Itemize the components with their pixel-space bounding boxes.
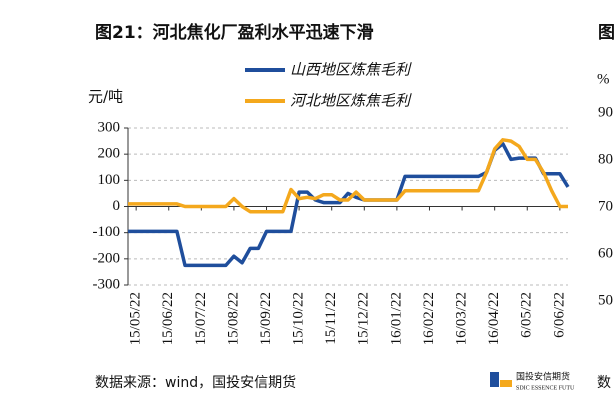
- logo-text: SDIC ESSENCE FUTU: [516, 385, 575, 391]
- x-tick-label: 6/06/22: [551, 292, 567, 338]
- x-tick-label: 15/11/22: [323, 292, 339, 345]
- series-line: [128, 141, 570, 268]
- cut-text: 数: [597, 375, 611, 391]
- legend-label: 河北地区炼焦毛利: [290, 92, 412, 110]
- y-tick-label: 0: [113, 198, 121, 214]
- y-tick-label: 200: [98, 146, 121, 162]
- x-tick-label: 16/04/22: [486, 292, 502, 345]
- y-tick-label: 70: [598, 198, 613, 214]
- y-tick-label: -300: [93, 276, 121, 292]
- y-tick-label: 50: [598, 292, 613, 308]
- y-tick-label: 90: [598, 104, 613, 120]
- x-tick-label: 15/06/22: [160, 292, 176, 345]
- x-tick-label: 16/01/22: [388, 292, 404, 345]
- y-tick-label: -100: [93, 224, 121, 240]
- x-tick-label: 6/05/22: [519, 292, 535, 338]
- y-tick-label: 100: [98, 172, 121, 188]
- series-line: [128, 138, 568, 214]
- logo-icon: [500, 380, 512, 387]
- x-tick-label: 15/08/22: [225, 292, 241, 345]
- x-tick-label: 15/09/22: [258, 292, 274, 345]
- x-tick-label: 15/10/22: [291, 292, 307, 345]
- chart-title: 图: [598, 23, 615, 43]
- legend-label: 山西地区炼焦毛利: [290, 61, 412, 79]
- x-tick-label: 15/05/22: [128, 292, 144, 345]
- y-tick-label: -200: [93, 250, 121, 266]
- y-axis-label: 元/吨: [88, 88, 123, 106]
- x-tick-label: 16/03/22: [454, 292, 470, 345]
- logo-icon: [490, 372, 499, 387]
- chart-title: 图21：河北焦化厂盈利水平迅速下滑: [95, 22, 374, 43]
- y-tick-label: 300: [98, 119, 121, 135]
- x-tick-label: 15/12/22: [356, 292, 372, 345]
- y-axis-label: %: [597, 71, 610, 87]
- x-tick-label: 16/02/22: [421, 292, 437, 345]
- y-tick-label: 80: [598, 151, 613, 167]
- source-note: 数据来源：wind，国投安信期货: [95, 374, 296, 391]
- logo-text: 国投安信期货: [516, 371, 570, 383]
- y-tick-label: 60: [598, 245, 613, 261]
- x-tick-label: 15/07/22: [193, 292, 209, 345]
